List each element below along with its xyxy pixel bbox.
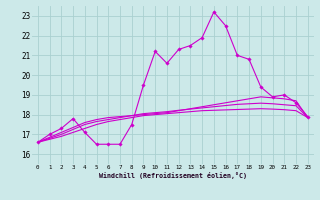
X-axis label: Windchill (Refroidissement éolien,°C): Windchill (Refroidissement éolien,°C) bbox=[99, 172, 247, 179]
